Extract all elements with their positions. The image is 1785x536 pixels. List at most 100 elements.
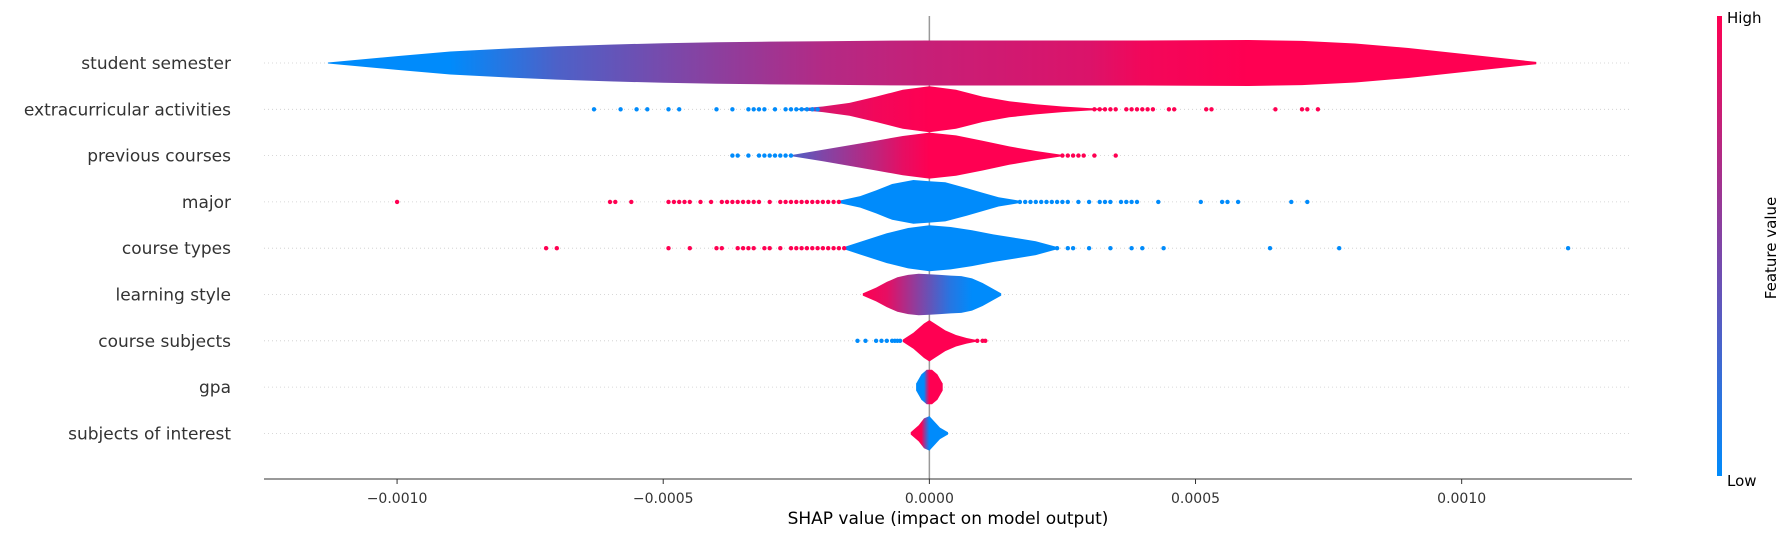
point-previous-courses	[772, 153, 778, 158]
point-course-types	[1108, 246, 1113, 251]
point-course-subjects	[897, 338, 903, 343]
point-major	[1108, 199, 1113, 205]
point-course-types	[767, 246, 772, 251]
point-course-types	[1065, 246, 1071, 251]
point-course-types	[842, 246, 847, 251]
point-course-types	[543, 246, 549, 251]
point-extracurricular-activities	[618, 107, 623, 112]
point-extracurricular-activities	[1134, 107, 1140, 112]
point-course-types	[826, 246, 831, 251]
point-course-types	[740, 246, 746, 251]
point-course-types	[719, 246, 724, 251]
point-extracurricular-activities	[751, 107, 756, 112]
point-course-subjects	[975, 338, 980, 343]
feature-label-course-types: course types	[122, 239, 231, 259]
point-previous-courses	[746, 153, 751, 158]
point-course-subjects	[879, 338, 884, 343]
point-previous-courses	[783, 153, 788, 158]
point-major	[1022, 199, 1028, 205]
point-course-types	[554, 246, 559, 251]
point-extracurricular-activities	[1140, 107, 1145, 112]
feature-label-learning-style: learning style	[115, 286, 231, 306]
point-major	[810, 199, 815, 205]
point-course-subjects	[884, 338, 889, 343]
point-course-types	[1129, 246, 1134, 251]
point-major	[1156, 199, 1161, 205]
point-major	[1129, 199, 1134, 205]
point-course-types	[1565, 246, 1571, 251]
point-major	[1198, 199, 1204, 205]
point-extracurricular-activities	[1124, 107, 1129, 112]
point-major	[815, 199, 820, 205]
point-major	[1102, 199, 1108, 205]
point-major	[666, 199, 671, 205]
violin-major	[838, 180, 1020, 224]
violin-learning-style	[862, 273, 1002, 316]
point-extracurricular-activities	[756, 107, 762, 112]
point-major	[767, 199, 772, 205]
point-course-types	[666, 246, 671, 251]
point-major	[778, 199, 783, 205]
point-extracurricular-activities	[1166, 107, 1172, 112]
point-course-subjects	[863, 338, 868, 343]
point-extracurricular-activities	[762, 107, 767, 112]
point-extracurricular-activities	[1097, 107, 1102, 112]
point-extracurricular-activities	[1172, 107, 1177, 112]
feature-label-previous-courses: previous courses	[87, 147, 231, 167]
point-major	[698, 199, 703, 205]
violin-gpa	[916, 369, 943, 405]
point-extracurricular-activities	[1150, 107, 1156, 112]
point-course-subjects	[873, 338, 879, 343]
point-major	[1305, 199, 1310, 205]
point-course-types	[815, 246, 820, 251]
point-extracurricular-activities	[645, 107, 650, 112]
point-previous-courses	[1070, 153, 1076, 158]
point-extracurricular-activities	[1204, 107, 1209, 112]
point-major	[804, 199, 810, 205]
point-extracurricular-activities	[1145, 107, 1150, 112]
point-major	[831, 199, 836, 205]
point-major	[1235, 199, 1241, 205]
point-course-types	[831, 246, 836, 251]
point-course-types	[804, 246, 810, 251]
point-major	[613, 199, 618, 205]
point-extracurricular-activities	[794, 107, 799, 112]
outlier-dot-layer	[394, 107, 1571, 343]
point-course-types	[1161, 246, 1166, 251]
point-extracurricular-activities	[730, 107, 735, 112]
point-course-types	[762, 246, 767, 251]
point-major	[1054, 199, 1060, 205]
point-major	[756, 199, 762, 205]
point-major	[1049, 199, 1055, 205]
point-extracurricular-activities	[772, 107, 778, 112]
feature-labels: student semester extracurricular activiti…	[24, 54, 231, 444]
feature-label-subjects-of-interest: subjects of interest	[68, 424, 231, 444]
colorbar-gradient	[1717, 16, 1722, 476]
point-extracurricular-activities	[634, 107, 639, 112]
point-extracurricular-activities	[1108, 107, 1113, 112]
point-major	[746, 199, 751, 205]
point-course-types	[1086, 246, 1092, 251]
point-course-types	[1054, 246, 1060, 251]
point-extracurricular-activities	[1273, 107, 1278, 112]
point-previous-courses	[1076, 153, 1081, 158]
point-previous-courses	[756, 153, 762, 158]
point-major	[677, 199, 682, 205]
violin-layer	[327, 40, 1537, 451]
feature-label-course-subjects: course subjects	[98, 332, 231, 352]
colorbar-title: Feature value	[1762, 197, 1780, 299]
point-course-types	[1337, 246, 1342, 251]
point-course-types	[751, 246, 756, 251]
point-major	[1097, 199, 1102, 205]
point-major	[687, 199, 692, 205]
point-major	[1017, 199, 1023, 205]
violin-course-types	[844, 225, 1058, 272]
point-major	[740, 199, 746, 205]
point-course-types	[820, 246, 826, 251]
point-major	[394, 199, 400, 205]
point-major	[1028, 199, 1033, 205]
point-course-types	[810, 246, 815, 251]
point-extracurricular-activities	[1315, 107, 1321, 112]
point-extracurricular-activities	[799, 107, 804, 112]
